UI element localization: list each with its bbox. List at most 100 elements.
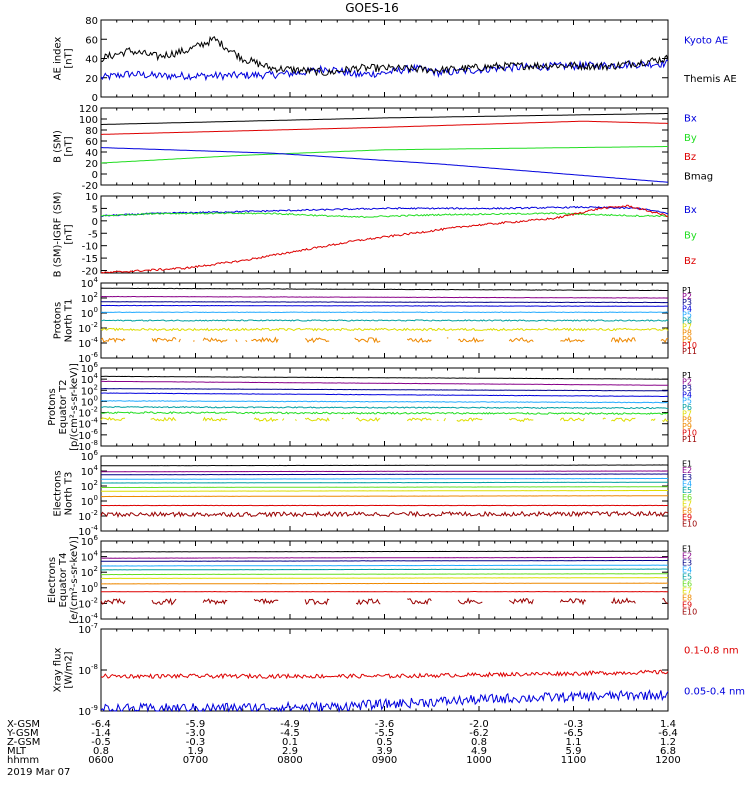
legend-label: P3 — [682, 384, 692, 393]
legend-label: P6 — [682, 317, 692, 326]
series-line — [100, 405, 669, 410]
series-line — [100, 59, 669, 82]
series-line — [443, 417, 446, 422]
y-tick-label: 100 — [81, 306, 98, 320]
y-axis-label: Equator T2 — [58, 380, 69, 435]
series-line — [406, 337, 432, 343]
series-line — [202, 416, 228, 422]
series-line — [100, 411, 669, 416]
series-line — [100, 568, 668, 571]
y-tick-label: 106 — [81, 534, 99, 548]
panel-frame — [100, 540, 669, 620]
ephemeris-value: -4.9 — [280, 719, 300, 730]
ephemeris-date: 2019 Mar 07 — [7, 767, 70, 778]
series-line — [100, 327, 669, 332]
ephemeris-value: 0.8 — [471, 737, 487, 748]
legend-label: E1 — [682, 545, 692, 554]
ephemeris-value: 2.9 — [282, 746, 298, 757]
ephemeris-value: 1000 — [466, 755, 491, 766]
y-tick-label: 40 — [85, 55, 98, 66]
y-axis-label: Protons — [53, 302, 64, 339]
series-line — [101, 573, 668, 576]
ephemeris-value: 0600 — [88, 755, 113, 766]
legend-label: P1 — [682, 371, 692, 380]
ephemeris-value: -6.5 — [564, 728, 584, 739]
y-tick-label: -20 — [82, 267, 98, 278]
legend-label: P9 — [682, 335, 692, 344]
series-line — [508, 417, 534, 423]
y-tick-label: -5 — [88, 229, 98, 240]
ephemeris-value: -0.3 — [186, 737, 206, 748]
series-line — [662, 418, 669, 423]
legend-label: P9 — [682, 422, 692, 431]
y-axis-label: [p/(cm²-s-sr-keV)] — [69, 363, 80, 451]
series-line — [610, 336, 636, 344]
y-tick-label: 5 — [92, 204, 98, 215]
legend-label: Bx — [684, 114, 697, 125]
y-tick-label: 104 — [81, 550, 99, 564]
y-axis-label: Protons — [47, 388, 58, 425]
series-line — [101, 481, 668, 484]
series-line — [304, 598, 330, 606]
ephemeris-value: -6.4 — [91, 719, 111, 730]
ephemeris-value: 0.8 — [93, 746, 109, 757]
series-line — [100, 319, 669, 322]
legend-label: P3 — [682, 298, 692, 307]
y-axis-label: B (SM) — [53, 130, 64, 163]
legend-label: P1 — [682, 286, 692, 295]
ephemeris-value: -3.6 — [375, 719, 395, 730]
ephemeris-row-label: Z-GSM — [7, 737, 40, 748]
ephemeris-value: -4.5 — [280, 728, 300, 739]
series-line — [100, 295, 669, 299]
y-tick-label: 10-8 — [78, 663, 98, 677]
y-tick-label: 60 — [85, 35, 98, 46]
series-line — [100, 470, 668, 473]
y-axis-label: Equator T4 — [58, 553, 69, 608]
ephemeris-value: 3.9 — [377, 746, 393, 757]
ephemeris-value: 1.4 — [660, 719, 676, 730]
legend-label: E6 — [682, 493, 692, 502]
series-line — [100, 416, 126, 421]
series-line — [202, 337, 228, 343]
ephemeris-row-label: Y-GSM — [6, 728, 39, 739]
series-line — [251, 336, 279, 344]
series-line — [150, 416, 177, 422]
legend-label: P11 — [682, 435, 697, 444]
legend-label: P7 — [682, 323, 692, 332]
y-axis-label: [e/(cm²-s-sr-keV)] — [69, 536, 80, 624]
series-line — [282, 418, 285, 421]
series-line — [559, 417, 585, 422]
panel-frame — [100, 107, 669, 186]
ephemeris-value: 1200 — [655, 755, 680, 766]
series-line — [100, 287, 669, 292]
y-tick-label: 10-2 — [78, 321, 98, 335]
ephemeris-value: -6.2 — [469, 728, 489, 739]
legend-label: E10 — [682, 520, 697, 529]
y-tick-label: 100 — [81, 581, 98, 595]
ephemeris-value: 0.1 — [282, 737, 298, 748]
y-axis-label: North T3 — [64, 472, 75, 516]
series-line — [101, 582, 668, 585]
series-line — [662, 597, 669, 604]
legend-label: P4 — [682, 390, 692, 399]
ephemeris-row-label: MLT — [7, 746, 27, 757]
series-line — [202, 598, 228, 606]
legend-label: P2 — [682, 292, 692, 301]
legend-label: E7 — [682, 587, 692, 596]
series-line — [457, 597, 483, 605]
ephemeris-value: -3.0 — [186, 728, 206, 739]
legend-label: E4 — [682, 479, 692, 488]
panel-frame — [100, 455, 669, 532]
legend-label: Bmag — [684, 171, 713, 182]
y-tick-label: 20 — [85, 159, 98, 170]
legend-label: Bz — [684, 152, 696, 163]
ephemeris-value: 4.9 — [471, 746, 487, 757]
series-line — [100, 464, 669, 467]
panel-frame — [100, 628, 669, 712]
series-line — [355, 598, 381, 606]
